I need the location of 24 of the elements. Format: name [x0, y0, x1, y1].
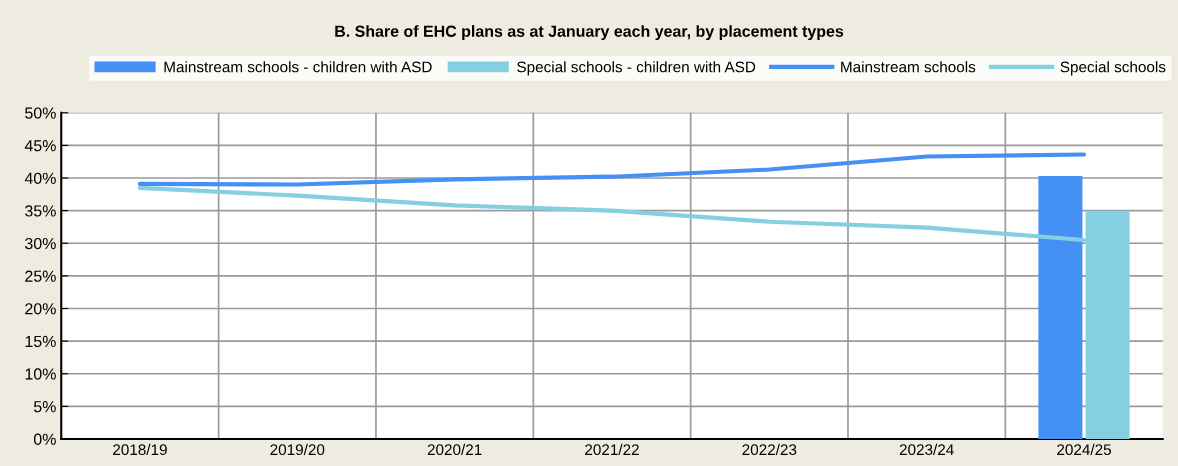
x-tick-label: 2024/25 — [1057, 443, 1111, 456]
y-tick-label: 40% — [24, 172, 56, 184]
y-tick-label: 35% — [25, 205, 56, 217]
y-tick-label: 30% — [25, 237, 56, 250]
legend-label: Mainstream schools - children with ASD — [164, 61, 432, 73]
y-tick-label: 5% — [33, 401, 56, 413]
legend-label: Special schools — [1060, 61, 1166, 76]
x-tick-label: 2018/19 — [113, 443, 167, 456]
x-tick-label: 2021/22 — [585, 443, 639, 456]
x-tick-label: 2022/23 — [742, 443, 797, 456]
y-tick-label: 10% — [25, 368, 56, 380]
legend-label: Mainstream schools — [841, 61, 976, 73]
chart-title: B. Share of EHC plans as at January each year, by placement types — [335, 25, 844, 41]
y-tick-label: 45% — [24, 140, 56, 152]
x-tick-label: 2019/20 — [270, 443, 325, 456]
y-tick-label: 15% — [25, 335, 56, 348]
y-tick-label: 25% — [25, 270, 56, 282]
x-tick-label: 2023/24 — [899, 443, 954, 456]
y-tick-label: 20% — [25, 303, 56, 315]
line-series — [137, 152, 1087, 187]
y-tick-label: 50% — [25, 107, 56, 119]
x-tick-label: 2020/21 — [427, 443, 482, 456]
y-tick-label: 0% — [33, 433, 56, 445]
legend-label: Special schools - children with ASD — [517, 61, 756, 76]
